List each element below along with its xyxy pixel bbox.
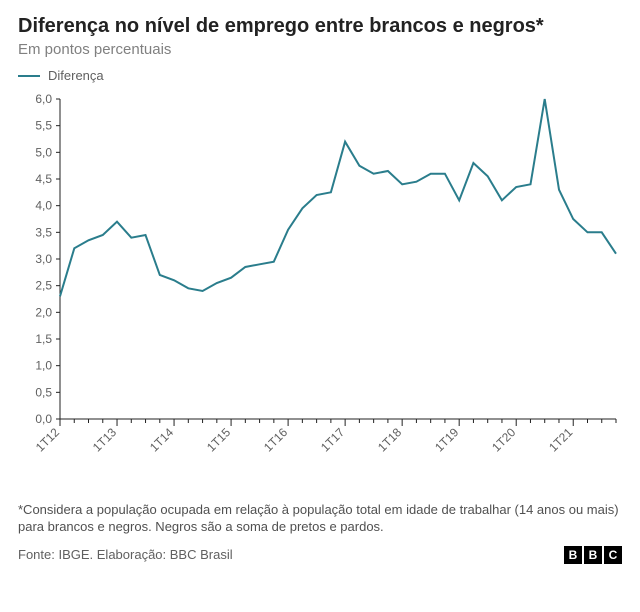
chart-subtitle: Em pontos percentuais <box>18 41 622 58</box>
legend-swatch <box>18 75 40 77</box>
y-tick-label: 1,0 <box>35 359 52 373</box>
y-tick-label: 0,5 <box>35 385 52 399</box>
y-tick-label: 5,5 <box>35 119 52 133</box>
chart: 0,00,51,01,52,02,53,03,54,04,55,05,56,01… <box>18 89 622 494</box>
y-tick-label: 6,0 <box>35 92 52 106</box>
bbc-logo-letter: B <box>584 546 602 564</box>
y-tick-label: 3,0 <box>35 252 52 266</box>
bbc-logo-letter: B <box>564 546 582 564</box>
chart-title: Diferença no nível de emprego entre bran… <box>18 14 622 39</box>
legend: Diferença <box>18 68 622 83</box>
y-tick-label: 2,0 <box>35 305 52 319</box>
y-tick-label: 4,0 <box>35 199 52 213</box>
y-tick-label: 4,5 <box>35 172 52 186</box>
bbc-logo-letter: C <box>604 546 622 564</box>
y-tick-label: 5,0 <box>35 145 52 159</box>
bbc-logo: B B C <box>564 546 622 564</box>
y-tick-label: 2,5 <box>35 279 52 293</box>
footnote: *Considera a população ocupada em relaçã… <box>18 502 622 536</box>
line-chart-svg: 0,00,51,01,52,02,53,03,54,04,55,05,56,01… <box>18 89 622 489</box>
y-tick-label: 1,5 <box>35 332 52 346</box>
legend-label: Diferença <box>48 68 104 83</box>
source-text: Fonte: IBGE. Elaboração: BBC Brasil <box>18 547 233 562</box>
y-tick-label: 0,0 <box>35 412 52 426</box>
y-tick-label: 3,5 <box>35 225 52 239</box>
